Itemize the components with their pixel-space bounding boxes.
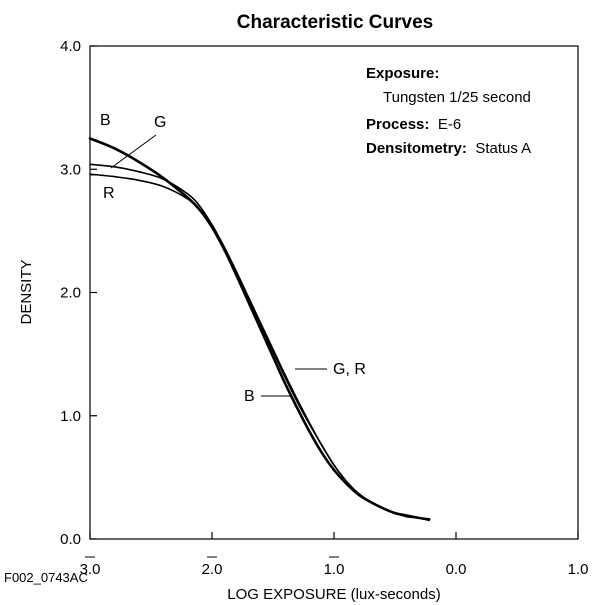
curve-label-b-top: B <box>100 112 111 129</box>
y-tick-label: 0.0 <box>60 531 81 548</box>
process-line: Process: E-6 <box>366 116 461 133</box>
exposure-annotation: Exposure: Tungsten 1/25 second Process: … <box>366 65 531 157</box>
y-tick-label: 3.0 <box>60 161 81 178</box>
y-axis-ticks: 0.0 1.0 2.0 3.0 4.0 <box>60 38 97 548</box>
exposure-value: Tungsten 1/25 second <box>383 89 531 106</box>
series-line-r <box>89 173 430 522</box>
curve-label-b-mid: B <box>244 388 255 405</box>
y-axis-title: DENSITY <box>18 259 35 324</box>
process-value: E-6 <box>438 116 461 133</box>
x-tick-label: 2.0 <box>202 561 223 578</box>
x-tick-label: 1.0 <box>568 561 589 578</box>
curve-label-r-top: R <box>103 185 115 202</box>
x-tick-label: 0.0 <box>446 561 467 578</box>
series-line-b <box>88 137 431 521</box>
y-tick-label: 1.0 <box>60 408 81 425</box>
densitometry-label: Densitometry: <box>366 140 467 157</box>
y-tick-label: 2.0 <box>60 285 81 302</box>
curve-label-gr-mid: G, R <box>333 361 366 378</box>
x-tick-label: 3.0 <box>80 561 101 578</box>
x-tick-label: 1.0 <box>324 561 345 578</box>
figure-id: F002_0743AC <box>4 570 88 585</box>
densitometry-value: Status A <box>475 140 531 157</box>
curve-label-g-top: G <box>154 114 166 131</box>
exposure-label: Exposure: <box>366 65 439 82</box>
series-layer <box>88 137 431 522</box>
chart-title: Characteristic Curves <box>237 12 433 33</box>
leader-line-g-top <box>110 134 157 169</box>
series-line-g <box>89 163 430 521</box>
x-axis-title: LOG EXPOSURE (lux-seconds) <box>227 586 440 603</box>
x-axis-ticks: 3.0 2.0 1.0 0.0 1.0 <box>80 532 589 578</box>
densitometry-line: Densitometry: Status A <box>366 140 531 157</box>
process-label: Process: <box>366 116 429 133</box>
y-tick-label: 4.0 <box>60 38 81 55</box>
